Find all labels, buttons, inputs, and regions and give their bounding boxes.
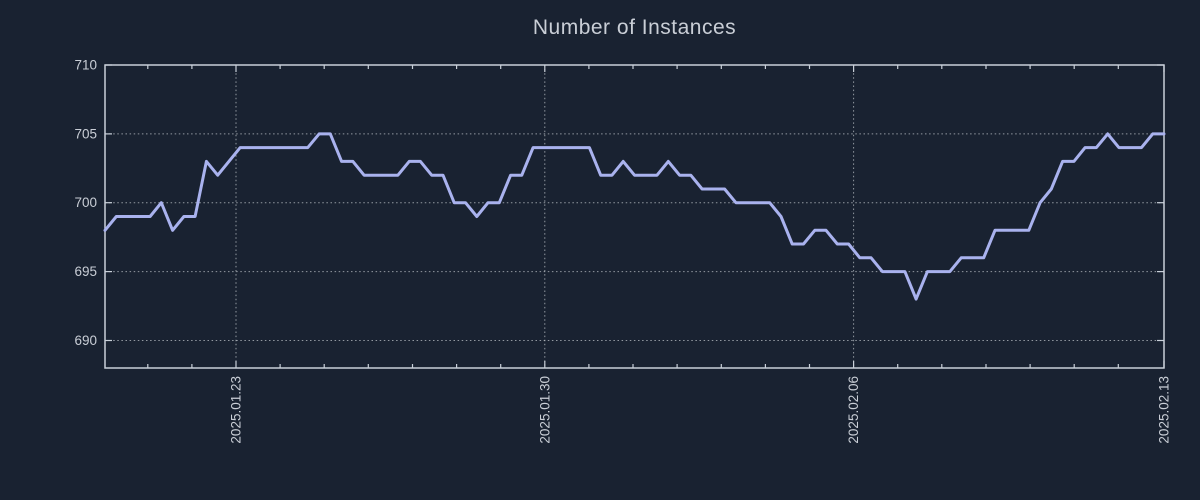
chart-title: Number of Instances <box>532 16 737 39</box>
series-line-instances <box>103 132 1166 301</box>
y-axis-label: 700 <box>74 195 97 210</box>
y-axis-label: 710 <box>74 58 97 73</box>
y-axis-label: 695 <box>74 264 97 279</box>
plot-border <box>104 64 1165 369</box>
x-axis-label: 2025.01.23 <box>229 376 244 444</box>
y-axis-label: 690 <box>74 333 97 348</box>
x-axis-label: 2025.02.13 <box>1157 376 1172 444</box>
y-axis-label: 705 <box>74 126 97 141</box>
x-axis-label: 2025.02.06 <box>846 376 861 444</box>
x-axis-label: 2025.01.30 <box>537 376 552 444</box>
